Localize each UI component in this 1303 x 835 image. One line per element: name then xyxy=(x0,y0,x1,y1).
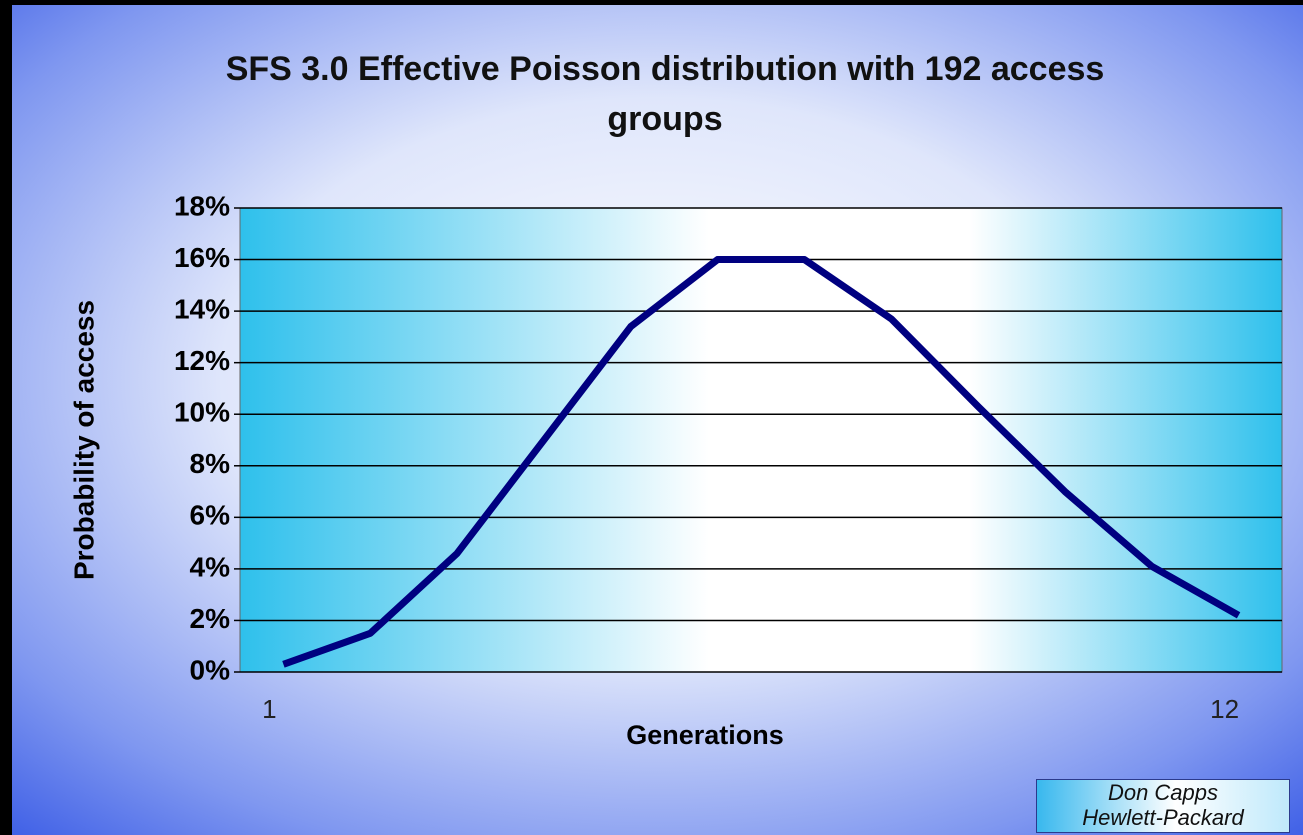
y-tick-label: 8% xyxy=(190,448,231,479)
line-series xyxy=(282,256,1241,668)
y-tick-label: 0% xyxy=(190,654,231,685)
credit-line: Don Capps xyxy=(1107,780,1219,805)
credit-line: Hewlett-Packard xyxy=(1082,805,1244,830)
x-axis-label: Generations xyxy=(626,720,784,750)
y-tick-label: 4% xyxy=(190,551,231,582)
credit-box: Don Capps Hewlett-Packard xyxy=(1036,779,1290,833)
y-axis-label: Probability of access xyxy=(68,300,99,580)
y-tick-label: 16% xyxy=(174,242,230,273)
y-tick-label: 2% xyxy=(190,603,231,634)
y-tick-label: 14% xyxy=(174,294,230,325)
x-tick-label: 1 xyxy=(262,694,276,724)
x-tick-label: 12 xyxy=(1210,694,1239,724)
y-tick-label: 18% xyxy=(174,190,230,221)
plot-area xyxy=(239,207,1283,673)
y-tick-label: 12% xyxy=(174,345,230,376)
chart-title: SFS 3.0 Effective Poisson distribution w… xyxy=(225,50,1105,138)
y-tick-label: 10% xyxy=(174,397,230,428)
y-tick-label: 6% xyxy=(190,500,231,531)
